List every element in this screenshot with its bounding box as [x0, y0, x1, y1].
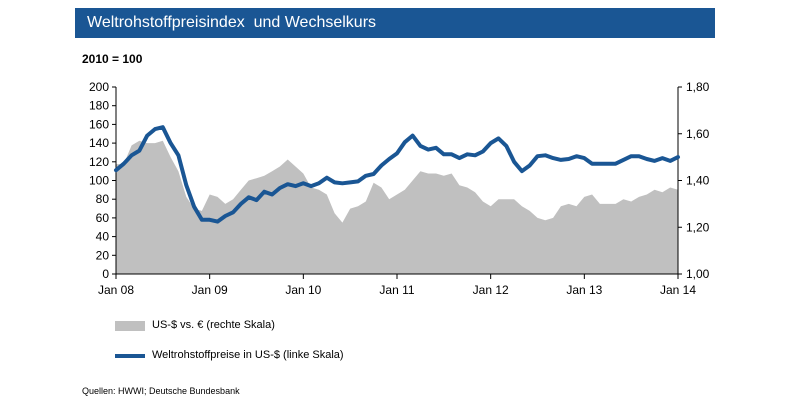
y-left-tick-label: 200: [89, 80, 109, 94]
chart-subtitle: 2010 = 100: [82, 52, 143, 66]
x-tick-label: Jan 09: [192, 283, 228, 297]
y-right-tick-label: 1,60: [686, 127, 710, 141]
x-tick-label: Jan 11: [379, 283, 414, 297]
y-right-tick-label: 1,00: [686, 267, 710, 281]
series-line-rohstoffpreise: [114, 125, 680, 224]
x-tick-label: Jan 14: [660, 283, 696, 297]
y-left-tick-label: 120: [89, 155, 109, 169]
source-note: Quellen: HWWI; Deutsche Bundesbank: [82, 386, 240, 396]
y-left-tick-label: 180: [89, 99, 109, 113]
legend-swatch-line: [115, 354, 145, 358]
x-tick-label: Jan 10: [285, 283, 321, 297]
y-left-tick-label: 160: [89, 117, 109, 131]
x-tick-label: Jan 13: [566, 283, 602, 297]
x-tick-label: Jan 12: [473, 283, 509, 297]
legend-label-line: Weltrohstoffpreise in US-$ (linke Skala): [152, 349, 344, 361]
y-left-tick-label: 20: [96, 248, 110, 262]
y-right-tick-label: 1,20: [686, 220, 710, 234]
y-right-tick-label: 1,40: [686, 174, 710, 188]
y-left-tick-label: 100: [89, 174, 109, 188]
series-area-usd-eur: [116, 140, 678, 274]
legend-swatch-area: [115, 321, 145, 331]
y-left-tick-label: 0: [102, 267, 109, 281]
legend-label-area: US-$ vs. € (rechte Skala): [152, 319, 275, 331]
y-left-tick-label: 60: [96, 211, 110, 225]
y-left-tick-label: 80: [96, 192, 110, 206]
x-tick-label: Jan 08: [98, 283, 134, 297]
chart-title: Weltrohstoffpreisindex und Wechselkurs: [87, 14, 377, 31]
y-left-tick-label: 40: [96, 230, 110, 244]
y-right-tick-label: 1,80: [686, 80, 710, 94]
chart-title-bar: Weltrohstoffpreisindex und Wechselkurs: [75, 8, 715, 38]
y-left-tick-label: 140: [89, 136, 109, 150]
